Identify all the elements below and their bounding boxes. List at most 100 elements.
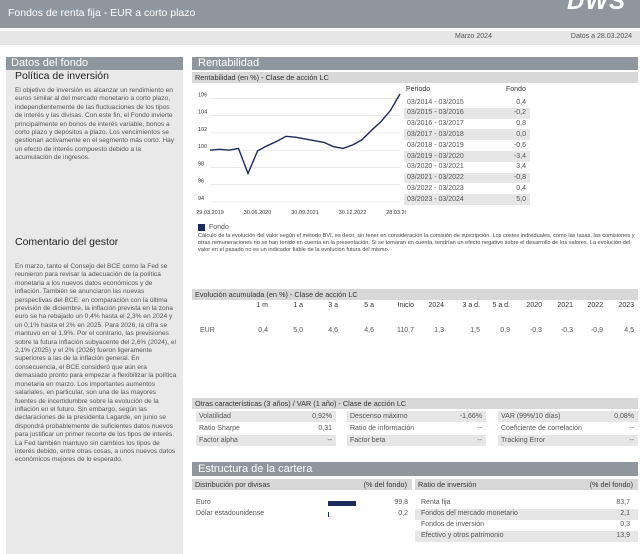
table-row-stripe	[498, 411, 638, 422]
table-row-stripe	[498, 435, 638, 446]
cumulative-column-header: 5 a	[364, 302, 374, 309]
performance-disclaimer: Cálculo de la evolución del valor según …	[198, 233, 635, 253]
currency-distribution-title: Distribución por divisas	[195, 480, 271, 489]
performance-subtitle: Rentabilidad (en %) - Clase de acción LC	[192, 72, 638, 83]
table-row-stripe	[347, 435, 486, 446]
period-cell: 03/2020 - 03/2021	[407, 163, 464, 171]
x-tick-label: 30.09.2021	[291, 210, 319, 216]
page-title: Fondos de renta fija - EUR a corto plazo	[8, 7, 196, 19]
metric-label: Coeficiente de correlación	[501, 424, 582, 432]
y-tick-label: 94	[198, 196, 204, 202]
period-cell: 03/2018 - 03/2019	[407, 141, 464, 149]
metric-label: Tracking Error	[501, 436, 546, 444]
cumulative-column-header: Inicio	[397, 302, 414, 309]
investment-ratio-unit: (% del fondo)	[589, 480, 633, 489]
policy-heading: Política de inversión	[15, 70, 109, 82]
period-cell: 03/2014 - 03/2015	[407, 98, 464, 106]
cumulative-value-cell: 1,5	[470, 327, 480, 334]
metric-value: --	[629, 424, 634, 432]
manager-comment-text: En marzo, tanto el Consejo del BCE como …	[15, 263, 177, 464]
metric-label: Volatilidad	[199, 412, 231, 420]
cumulative-value-cell: 1,3	[434, 327, 444, 334]
cumulative-row-label: EUR	[200, 327, 215, 334]
period-cell: 03/2021 - 03/2022	[407, 174, 464, 182]
table-row-stripe	[347, 411, 486, 422]
currency-value: 99,8	[394, 499, 408, 506]
metric-value: --	[477, 424, 482, 432]
cumulative-value-cell: 5,0	[293, 327, 303, 334]
cumulative-column-header: 2021	[557, 302, 573, 309]
cumulative-column-header: 2022	[587, 302, 603, 309]
metric-value: --	[327, 436, 332, 444]
risk-subtitle: Otras características (3 años) / VAR (1 …	[192, 398, 638, 409]
period-cell: 03/2015 - 03/2016	[407, 109, 464, 117]
table-row-stripe	[404, 151, 530, 162]
fund-value-cell: 0,8	[516, 120, 526, 128]
table-row-stripe	[404, 194, 530, 205]
fund-value-cell: -0,2	[513, 109, 526, 117]
cumulative-value-cell: 4,6	[328, 327, 338, 334]
currency-bar	[328, 501, 356, 506]
currency-value: 0,2	[398, 510, 408, 517]
metric-label: Descenso máximo	[350, 412, 408, 420]
table-row-stripe	[196, 435, 336, 446]
metric-label: Factor alpha	[199, 436, 238, 444]
fund-data-heading: Datos del fondo	[6, 57, 183, 70]
performance-line-chart: 94 96 98 100 102 104 106 29.03.2019 30.06.2020 3…	[196, 92, 406, 216]
y-tick-label: 98	[198, 161, 204, 167]
ratio-value: 13,9	[616, 532, 630, 539]
ratio-value: 2,1	[620, 510, 630, 517]
table-row-stripe	[404, 129, 530, 141]
legend-label: Fondo	[209, 224, 229, 231]
period-cell: 03/2023 - 03/2024	[407, 195, 464, 203]
y-tick-label: 104	[198, 110, 207, 116]
fund-value-cell: 3,4	[516, 163, 526, 171]
table-row-stripe	[404, 107, 530, 119]
manager-comment-heading: Comentario del gestor	[15, 236, 119, 248]
fund-value-cell: 0,0	[516, 130, 526, 138]
currency-bar	[328, 512, 329, 517]
cumulative-column-header: 5 a d.	[492, 302, 510, 309]
fund-value-cell: 0,4	[516, 184, 526, 192]
fund-series-line	[209, 93, 401, 176]
fund-value-cell: -3,4	[513, 152, 526, 160]
period-cell: 03/2016 - 03/2017	[407, 120, 464, 128]
period-cell: 03/2022 - 03/2023	[407, 184, 464, 192]
fund-data-column: Datos del fondo Política de inversión El…	[6, 57, 183, 554]
cumulative-subtitle: Evolución acumulada (en %) - Clase de ac…	[192, 289, 638, 300]
metric-value: --	[477, 436, 482, 444]
ratio-name: Renta fija	[421, 499, 451, 506]
cumulative-column-header: 3 a	[328, 302, 338, 309]
y-tick-label: 102	[198, 127, 207, 133]
metric-value: 0,31	[318, 424, 332, 432]
x-tick-label: 29.03.2019	[196, 210, 224, 216]
cumulative-value-cell: 0,4	[258, 327, 268, 334]
period-cell: 03/2019 - 03/2020	[407, 152, 464, 160]
currency-distribution-unit: (% del fondo)	[363, 480, 407, 489]
metric-label: VAR (99%/10 días)	[501, 412, 561, 420]
ratio-name: Fondos de inversión	[421, 521, 485, 528]
metric-value: --	[629, 436, 634, 444]
data-as-of: Datos a 28.03.2024	[570, 33, 632, 40]
metric-label: Ratio Sharpe	[199, 424, 240, 432]
investment-ratio-title: Ratio de inversión	[418, 480, 477, 489]
metric-value: -1,66%	[459, 412, 482, 420]
y-tick-label: 100	[198, 144, 207, 150]
table-row-stripe	[196, 411, 336, 422]
period-cell: 03/2017 - 03/2018	[407, 130, 464, 138]
x-tick-label: 28.03.2024	[386, 210, 406, 216]
investment-ratio-header: Ratio de inversión (% del fondo)	[415, 479, 638, 490]
cumulative-column-header: 2023	[618, 302, 634, 309]
cumulative-column-header: 2024	[428, 302, 444, 309]
currency-distribution-header: Distribución por divisas (% del fondo)	[192, 479, 412, 490]
page-header: Fondos de renta fija - EUR a corto plazo…	[0, 0, 640, 28]
report-month: Marzo 2024	[455, 33, 492, 40]
currency-name: Euro	[196, 499, 211, 506]
currency-name: Dólar estadounidense	[196, 510, 265, 517]
ratio-value: 0,3	[620, 521, 630, 528]
cumulative-value-cell: -0,9	[590, 327, 603, 334]
metric-value: 0,92%	[312, 412, 332, 420]
cumulative-column-header: 2020	[526, 302, 542, 309]
table-row-stripe	[404, 172, 530, 184]
legend-swatch	[198, 224, 205, 231]
